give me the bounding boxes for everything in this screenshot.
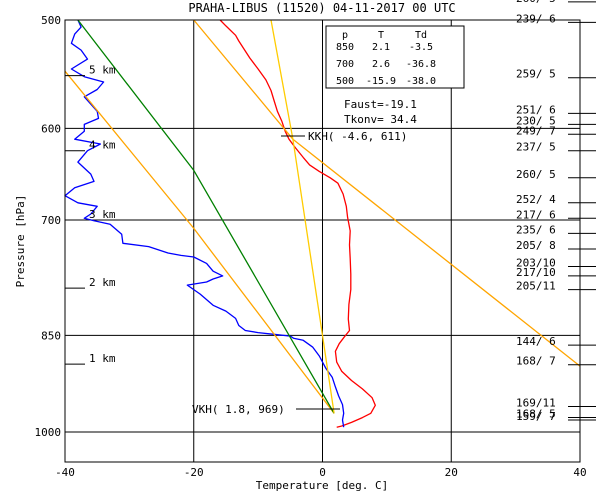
series-layer — [64, 19, 581, 428]
wind-label: 259/ 5 — [516, 68, 556, 81]
series-line — [64, 19, 345, 428]
plot-frame — [64, 19, 581, 463]
info-table-cell: -15.9 — [366, 76, 396, 87]
wind-label: 217/ 6 — [516, 208, 556, 221]
kkh-label: KKH( -4.6, 611) — [308, 130, 407, 143]
wind-label: 260/ 5 — [516, 0, 556, 5]
x-tick-label: -40 — [55, 466, 75, 479]
x-tick-label: 0 — [319, 466, 326, 479]
y-tick-label: 700 — [41, 214, 61, 227]
wind-label: 168/ 5 — [516, 408, 556, 421]
info-table-cell: -3.5 — [409, 42, 433, 53]
wind-label: 203/10 — [516, 257, 556, 270]
height-label: 3 km — [89, 208, 116, 221]
wind-label: 217/10 — [516, 266, 556, 279]
wind-label: 205/ 8 — [516, 239, 556, 252]
kkh-annotation: KKH( -4.6, 611) — [281, 130, 407, 143]
series-line — [77, 19, 335, 414]
series-line — [270, 19, 335, 414]
y-tick-label: 500 — [41, 14, 61, 27]
x-tick-label: 40 — [573, 466, 586, 479]
height-label: 5 km — [89, 64, 116, 77]
info-table-cell: -36.8 — [406, 59, 436, 70]
info-table-cell: 2.1 — [372, 42, 390, 53]
wind-label: 239/ 6 — [516, 12, 556, 25]
y-tick-label: 850 — [41, 329, 61, 342]
height-label: 4 km — [89, 139, 116, 152]
wind-label: 251/ 6 — [516, 103, 556, 116]
info-table-header: Td — [415, 30, 427, 41]
info-box: p T Td 850 2.1 -3.5 700 2.6 -36.8 500 -15.9 -38.0 F… — [325, 25, 465, 126]
axis-ticks: -40 -20 0 20 40 500 600 700 850 1000 — [35, 14, 587, 479]
wind-label: 205/11 — [516, 280, 556, 293]
vkh-label: VKH( 1.8, 969) — [192, 403, 285, 416]
y-axis-label: Pressure [hPa] — [14, 195, 27, 288]
wind-label: 159/ 7 — [516, 410, 556, 423]
wind-label: 169/11 — [516, 396, 556, 409]
info-table-header: T — [378, 30, 384, 41]
height-label: 2 km — [89, 276, 116, 289]
tkonv-label: Tkonv= 34.4 — [344, 113, 417, 126]
info-table-header: p — [342, 30, 348, 41]
info-table-cell: 850 — [336, 42, 354, 53]
y-tick-label: 600 — [41, 122, 61, 135]
wind-label: 237/ 5 — [516, 141, 556, 154]
x-axis-label: Temperature [deg. C] — [256, 479, 388, 492]
info-table-cell: 700 — [336, 59, 354, 70]
chart-title: PRAHA-LIBUS (11520) 04-11-2017 00 UTC — [188, 1, 455, 15]
series-line — [219, 19, 376, 428]
wind-label: 168/ 7 — [516, 355, 556, 368]
info-table-cell: 2.6 — [372, 59, 390, 70]
wind-label: 260/ 5 — [516, 168, 556, 181]
wind-label: 249/ 7 — [516, 124, 556, 137]
wind-label: 230/ 5 — [516, 114, 556, 127]
info-table-cell: 500 — [336, 76, 354, 87]
series-line — [64, 70, 335, 414]
wind-label: 144/ 6 — [516, 335, 556, 348]
info-table-cell: -38.0 — [406, 76, 436, 87]
height-labels: 5 km 4 km 3 km 2 km 1 km — [65, 64, 116, 365]
x-tick-label: -20 — [184, 466, 204, 479]
faust-label: Faust=-19.1 — [344, 98, 417, 111]
wind-label: 252/ 4 — [516, 193, 556, 206]
height-label: 1 km — [89, 352, 116, 365]
info-table-frame — [325, 25, 465, 89]
info-table: p T Td 850 2.1 -3.5 700 2.6 -36.8 500 -15.9 -38.0 — [336, 30, 436, 87]
x-tick-label: 20 — [445, 466, 458, 479]
vkh-annotation: VKH( 1.8, 969) — [192, 403, 340, 416]
wind-label: 235/ 6 — [516, 223, 556, 236]
y-tick-label: 1000 — [35, 426, 62, 439]
